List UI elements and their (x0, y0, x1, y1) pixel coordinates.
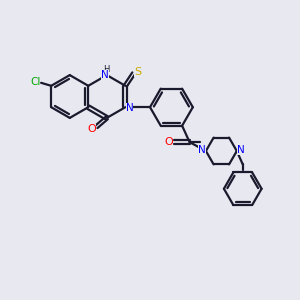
Text: N: N (237, 145, 245, 155)
Text: N: N (101, 70, 109, 80)
Text: O: O (87, 124, 96, 134)
Text: N: N (198, 145, 206, 155)
Text: Cl: Cl (30, 77, 40, 87)
Text: S: S (134, 67, 141, 77)
Text: H: H (103, 65, 110, 74)
Text: O: O (165, 137, 173, 147)
Text: N: N (126, 103, 134, 113)
